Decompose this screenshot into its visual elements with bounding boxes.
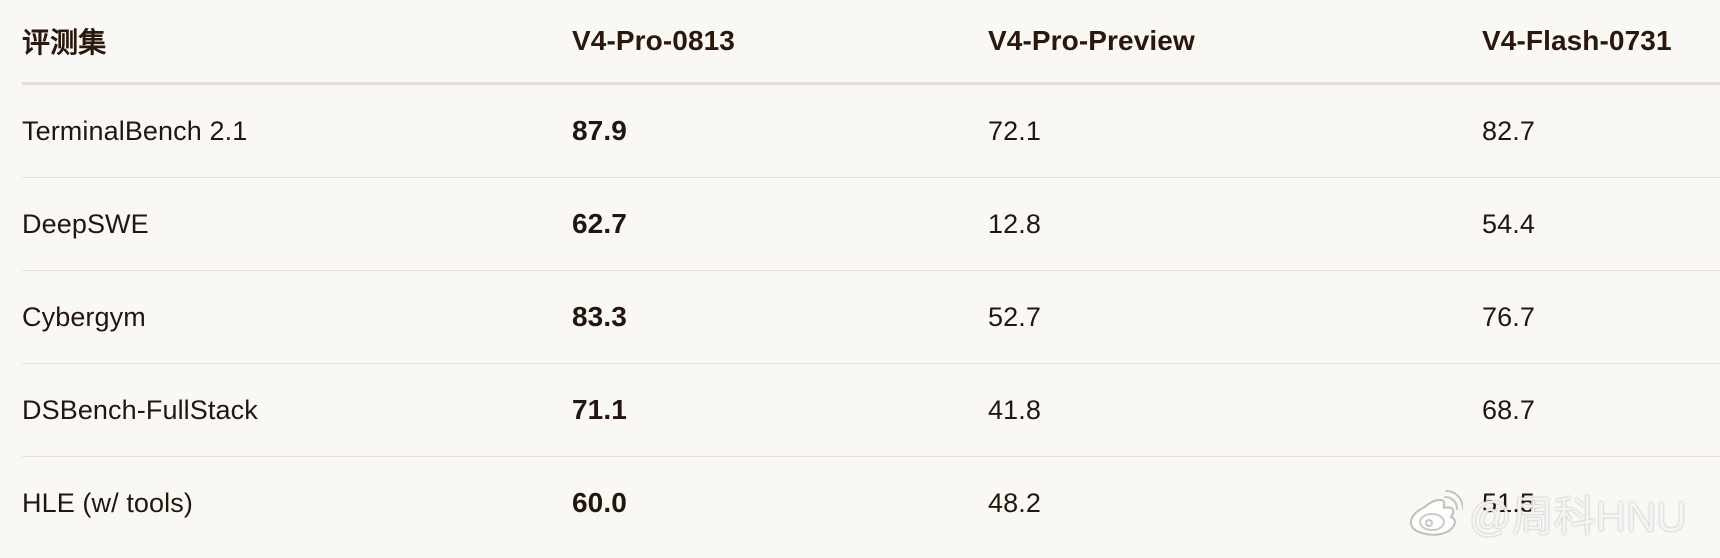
v4-pro-0813-score: 60.0 [572,487,627,518]
v4-pro-0813-score: 83.3 [572,301,627,332]
column-header-benchmark: 评测集 [22,27,107,58]
benchmark-name: Cybergym [22,301,146,332]
benchmark-name: DeepSWE [22,208,149,239]
table-row: DeepSWE 62.7 12.8 54.4 [22,178,1720,271]
table-header-row: 评测集 V4-Pro-0813 V4-Pro-Preview V4-Flash-… [22,0,1720,85]
v4-flash-0731-score: 68.7 [1482,394,1535,425]
v4-pro-preview-score: 48.2 [988,487,1041,518]
v4-pro-preview-score: 12.8 [988,208,1041,239]
table-row: TerminalBench 2.1 87.9 72.1 82.7 [22,85,1720,178]
v4-pro-0813-score: 71.1 [572,394,627,425]
v4-flash-0731-score: 54.4 [1482,208,1535,239]
table-row: HLE (w/ tools) 60.0 48.2 51.5 [22,457,1720,549]
v4-pro-preview-score: 52.7 [988,301,1041,332]
v4-flash-0731-score: 51.5 [1482,487,1535,518]
v4-pro-preview-score: 72.1 [988,115,1041,146]
table-row: Cybergym 83.3 52.7 76.7 [22,271,1720,364]
table-row: DSBench-FullStack 71.1 41.8 68.7 [22,364,1720,457]
v4-pro-0813-score: 62.7 [572,208,627,239]
column-header-v4-pro-0813: V4-Pro-0813 [572,25,735,56]
benchmark-name: DSBench-FullStack [22,394,258,425]
benchmark-name: TerminalBench 2.1 [22,115,248,146]
column-header-v4-pro-preview: V4-Pro-Preview [988,25,1195,56]
v4-flash-0731-score: 82.7 [1482,115,1535,146]
benchmark-name: HLE (w/ tools) [22,487,193,518]
benchmark-table: 评测集 V4-Pro-0813 V4-Pro-Preview V4-Flash-… [22,0,1720,549]
v4-flash-0731-score: 76.7 [1482,301,1535,332]
column-header-v4-flash-0731: V4-Flash-0731 [1482,25,1672,56]
v4-pro-0813-score: 87.9 [572,115,627,146]
v4-pro-preview-score: 41.8 [988,394,1041,425]
